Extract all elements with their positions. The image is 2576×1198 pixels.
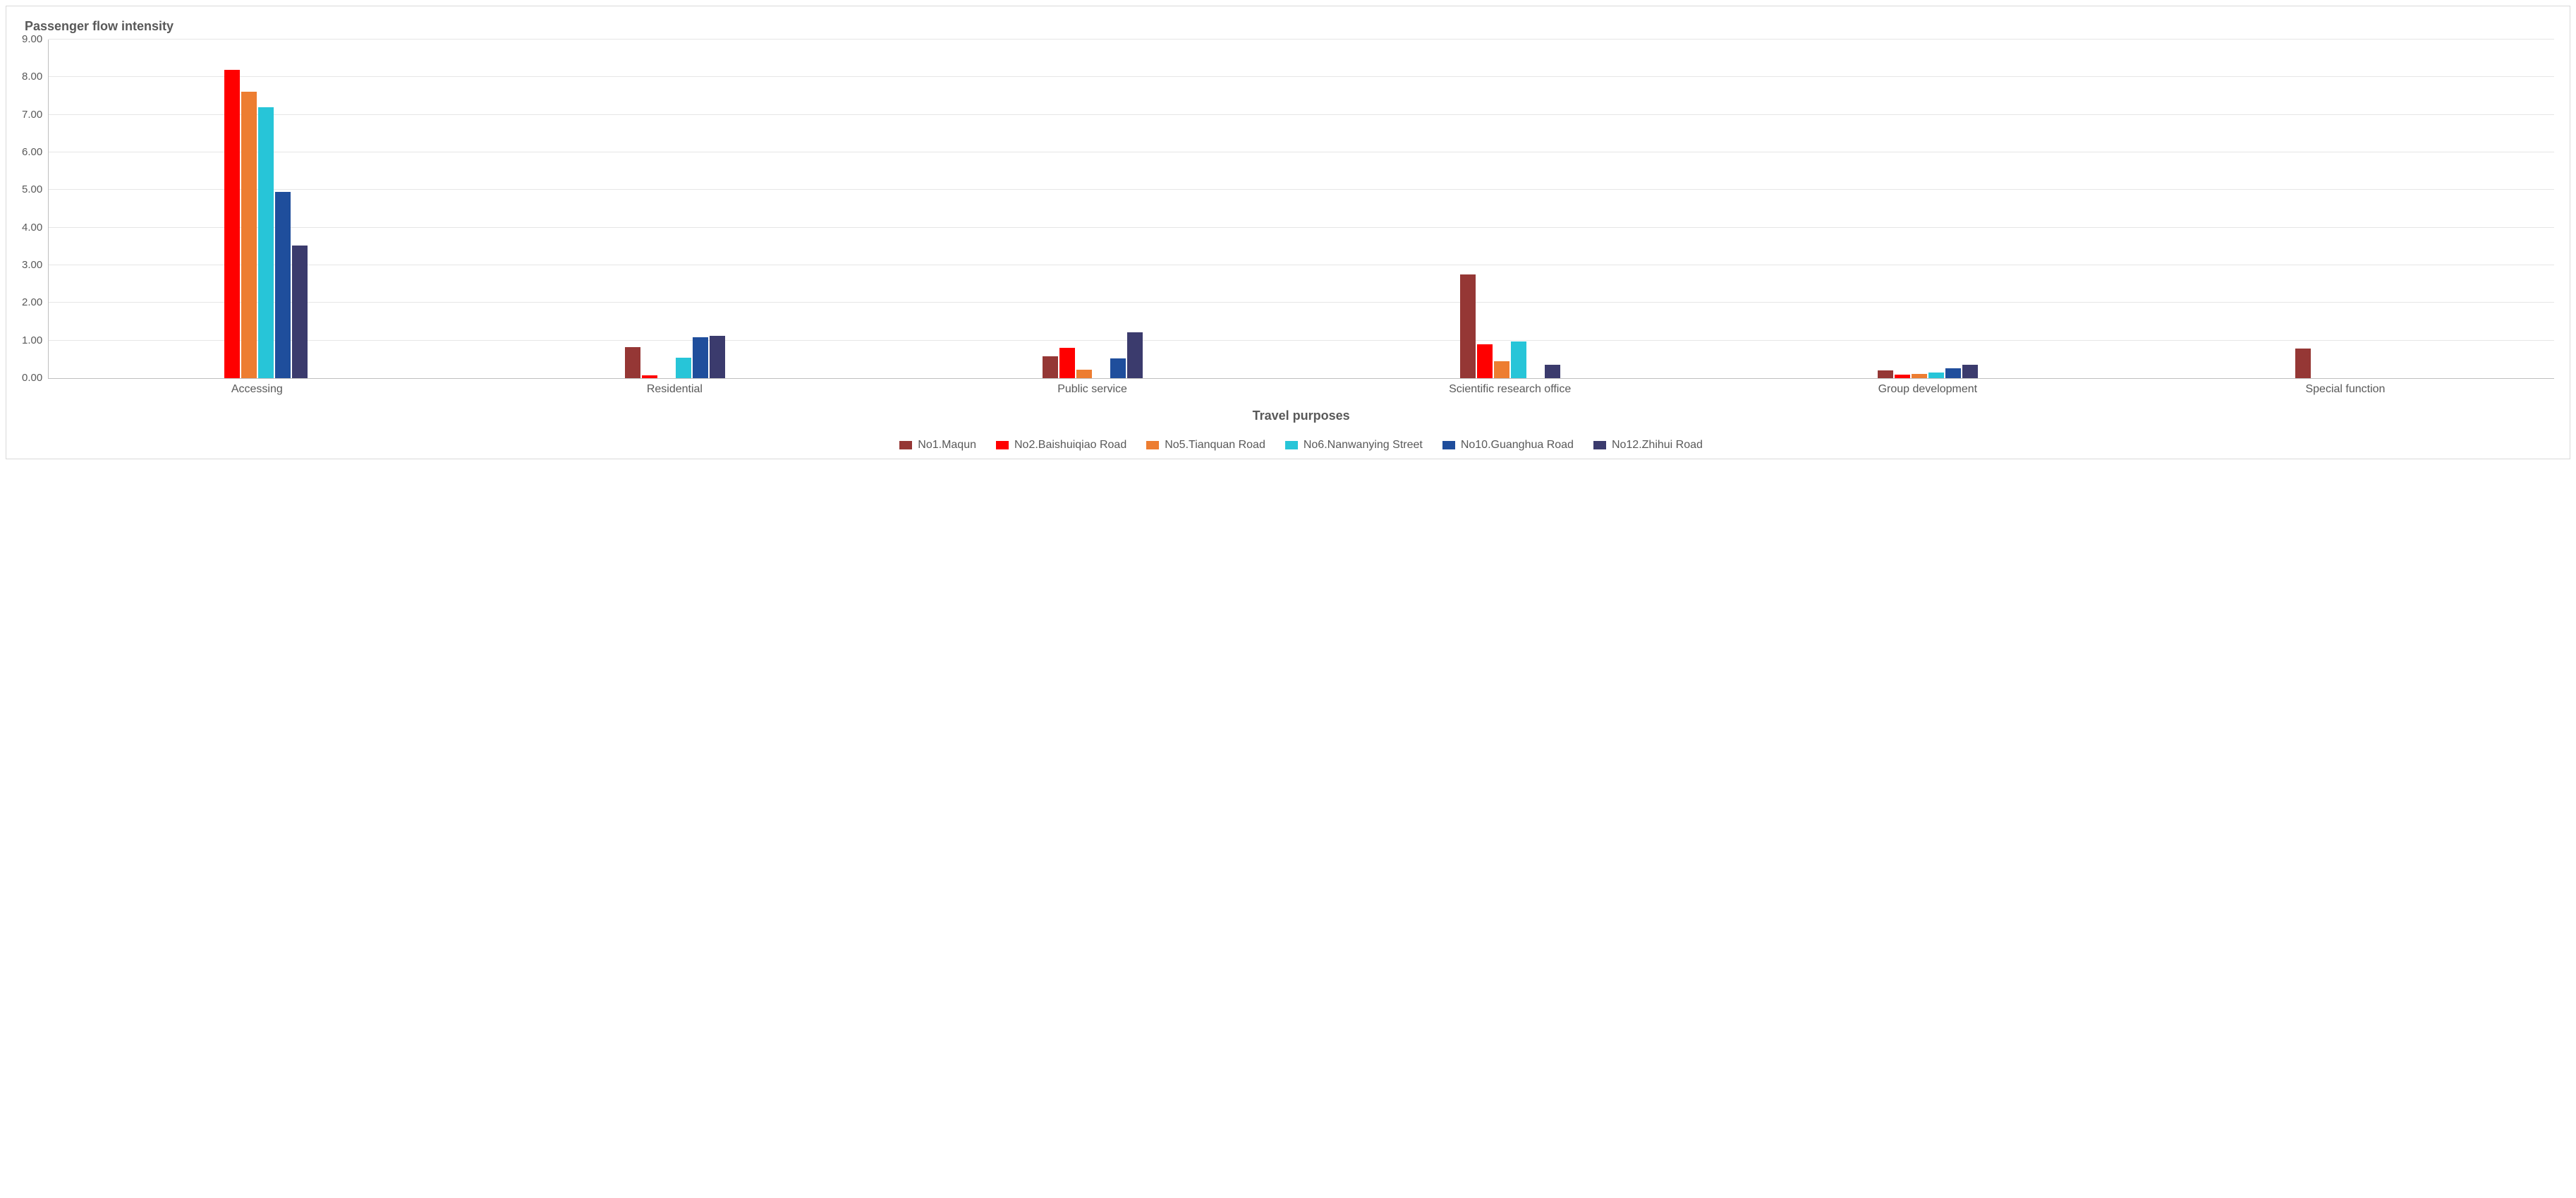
legend-label: No1.Maqun xyxy=(918,439,976,452)
bar xyxy=(1895,375,1910,378)
x-category-label: Residential xyxy=(466,383,883,396)
legend-swatch xyxy=(1442,441,1455,449)
legend-item: No5.Tianquan Road xyxy=(1146,439,1265,452)
bar xyxy=(2295,349,2311,378)
bar xyxy=(1127,332,1143,378)
legend-swatch xyxy=(1146,441,1159,449)
legend-label: No2.Baishuiqiao Road xyxy=(1014,439,1126,452)
bar xyxy=(1110,358,1126,378)
legend: No1.Maqun No2.Baishuiqiao Road No5.Tianqua… xyxy=(48,439,2554,452)
bar xyxy=(1945,368,1961,378)
bar xyxy=(1043,356,1058,378)
x-category-label: Special function xyxy=(2137,383,2554,396)
bar-groups xyxy=(49,40,2554,378)
bar xyxy=(1059,348,1075,378)
legend-swatch xyxy=(1285,441,1298,449)
bar xyxy=(224,70,240,378)
bar xyxy=(241,92,257,378)
bar xyxy=(1545,365,1560,378)
bar xyxy=(1460,274,1476,378)
legend-swatch xyxy=(996,441,1009,449)
x-category-label: Scientific research office xyxy=(1301,383,1719,396)
bar-group xyxy=(1301,274,1719,378)
bar xyxy=(1912,374,1927,378)
x-category-label: Accessing xyxy=(48,383,466,396)
bar xyxy=(710,336,725,378)
legend-item: No12.Zhihui Road xyxy=(1593,439,1703,452)
y-axis-ticks: 9.008.007.006.005.004.003.002.001.000.00 xyxy=(22,40,48,378)
legend-item: No1.Maqun xyxy=(899,439,976,452)
bar xyxy=(258,107,274,378)
plot-area xyxy=(48,40,2554,379)
legend-swatch xyxy=(1593,441,1606,449)
bar-group xyxy=(466,336,884,378)
legend-item: No10.Guanghua Road xyxy=(1442,439,1574,452)
bar xyxy=(1494,361,1509,378)
legend-swatch xyxy=(899,441,912,449)
bar xyxy=(1962,365,1978,378)
bar xyxy=(1076,370,1092,378)
bar-group xyxy=(2137,349,2554,378)
legend-label: No10.Guanghua Road xyxy=(1461,439,1574,452)
legend-item: No2.Baishuiqiao Road xyxy=(996,439,1126,452)
chart-frame: Passenger flow intensity 9.008.007.006.0… xyxy=(6,6,2570,459)
bar xyxy=(625,347,640,378)
legend-label: No12.Zhihui Road xyxy=(1612,439,1703,452)
legend-label: No5.Tianquan Road xyxy=(1165,439,1265,452)
bar-group xyxy=(884,332,1301,378)
plot-wrap: AccessingResidentialPublic serviceScient… xyxy=(48,40,2554,452)
chart-body: 9.008.007.006.005.004.003.002.001.000.00… xyxy=(22,40,2554,452)
bar xyxy=(1878,370,1893,378)
bar xyxy=(693,337,708,378)
bar xyxy=(1928,373,1944,378)
x-axis-title: Travel purposes xyxy=(48,409,2554,423)
legend-item: No6.Nanwanying Street xyxy=(1285,439,1423,452)
bar xyxy=(292,246,308,378)
bar xyxy=(642,375,657,378)
x-category-label: Group development xyxy=(1719,383,2137,396)
bar xyxy=(1477,344,1493,378)
legend-label: No6.Nanwanying Street xyxy=(1304,439,1423,452)
bar xyxy=(275,192,291,378)
bar xyxy=(1511,341,1526,378)
bar-group xyxy=(1719,365,2137,378)
x-category-label: Public service xyxy=(883,383,1301,396)
y-axis-title: Passenger flow intensity xyxy=(25,19,2554,34)
x-axis-category-labels: AccessingResidentialPublic serviceScient… xyxy=(48,383,2554,396)
bar xyxy=(676,358,691,378)
bar-group xyxy=(49,70,466,378)
